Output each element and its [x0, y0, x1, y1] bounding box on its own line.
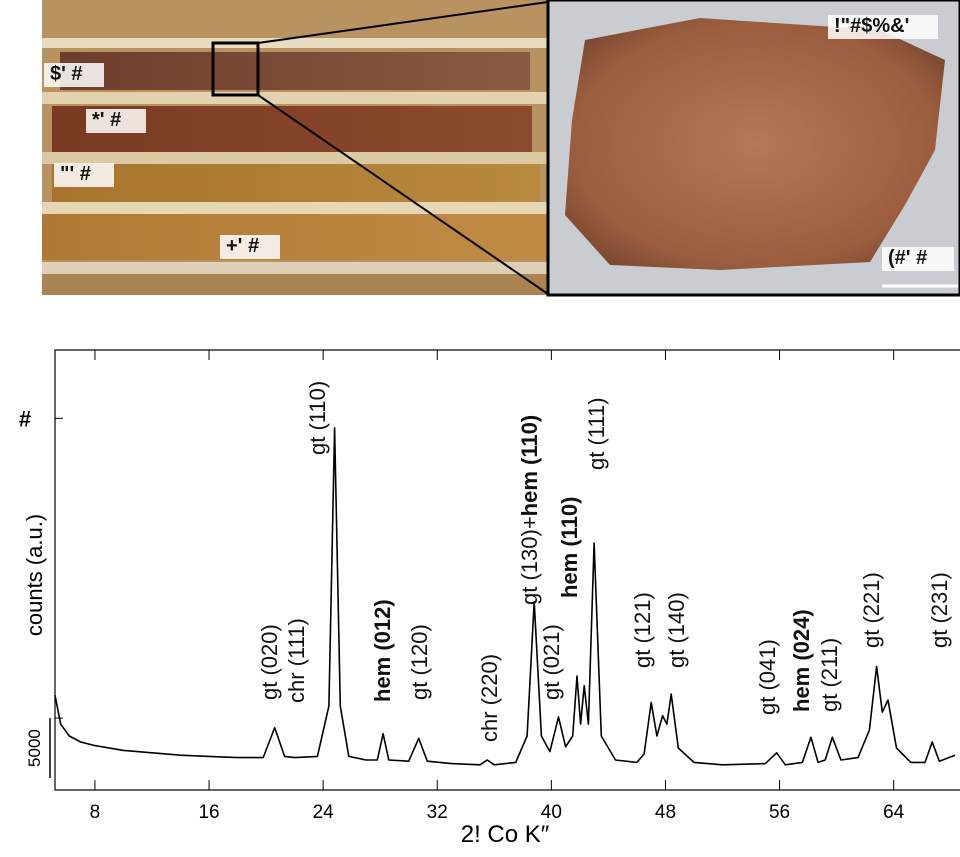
- peak-label-part: hem (110): [557, 497, 582, 599]
- xrd-line: [54, 427, 956, 766]
- peak-label: gt (140): [664, 592, 689, 668]
- peak-label: gt (121): [630, 592, 655, 668]
- peak-label-part: gt (111): [584, 397, 609, 470]
- x-tick-label: 16: [198, 802, 219, 823]
- peak-label-part: gt (231): [927, 572, 952, 648]
- peak-label: gt (211): [817, 638, 842, 712]
- peak-label-part: gt (110): [305, 381, 330, 455]
- peak-label-part: hem (024): [789, 609, 814, 712]
- label-box: [86, 109, 146, 133]
- x-tick-label: 8: [90, 802, 101, 823]
- photo-label: +' #: [226, 235, 259, 257]
- x-axis-label: 2! Co K″: [461, 821, 550, 848]
- peak-label: chr (220): [477, 654, 502, 742]
- peak-label: gt (130)+hem (110): [517, 415, 542, 605]
- peak-label-part: gt (121): [630, 592, 655, 668]
- x-tick-label: 24: [313, 802, 335, 823]
- peak-label-part: gt (120): [407, 624, 432, 700]
- plot-frame: [54, 349, 960, 791]
- peak-label: gt (020): [257, 624, 282, 700]
- peak-label-part: gt (021): [539, 624, 564, 700]
- peak-label: gt (111): [584, 397, 609, 470]
- peak-label: hem (012): [370, 599, 395, 702]
- photo-label: !"#$%&': [834, 15, 909, 37]
- peak-label-part: gt (221): [859, 572, 884, 648]
- peak-label-part: gt (130)+: [517, 516, 542, 605]
- peak-label-part: hem (012): [370, 599, 395, 702]
- zoom-line: [257, 1, 549, 44]
- peak-label: hem (110): [557, 497, 582, 599]
- x-tick-label: 56: [769, 802, 790, 823]
- peak-label: gt (221): [859, 572, 884, 648]
- x-tick-label: 64: [883, 802, 905, 823]
- label-box: [54, 163, 114, 187]
- label-box: [882, 247, 954, 271]
- sample-photo: [546, 0, 960, 297]
- peak-label: gt (120): [407, 624, 432, 700]
- peak-label-part: gt (020): [257, 624, 282, 700]
- label-box: [828, 15, 938, 39]
- photo-label: "' #: [60, 163, 91, 185]
- y-tick-label: #: [19, 406, 31, 431]
- peak-label-part: chr (220): [477, 654, 502, 742]
- peak-label-part: gt (041): [755, 639, 780, 715]
- peak-label: chr (111): [284, 618, 309, 703]
- label-box: [220, 235, 280, 259]
- x-tick-label: 40: [541, 802, 562, 823]
- peak-label-part: chr (111): [284, 618, 309, 703]
- label-box: [44, 63, 104, 87]
- peak-label: hem (024): [789, 609, 814, 712]
- core-photo: [42, 0, 548, 295]
- peak-label-part: hem (110): [517, 415, 542, 517]
- zoom-line: [257, 94, 549, 295]
- peak-label: gt (110): [305, 381, 330, 455]
- photo-label: (#' #: [888, 247, 927, 269]
- peak-label: gt (231): [927, 572, 952, 648]
- peak-label-part: gt (140): [664, 592, 689, 668]
- peak-label: gt (041): [755, 639, 780, 715]
- photo-label: $' #: [50, 63, 83, 85]
- x-tick-label: 32: [427, 802, 448, 823]
- x-tick-label: 48: [655, 802, 676, 823]
- xrd-chart: 8 16 24 32 40 48 56 64 5000 #2! Co K″ counts (a.u.…: [19, 349, 960, 848]
- peak-label: gt (021): [539, 624, 564, 700]
- y-tick-label: 5000: [25, 729, 44, 767]
- peak-label-part: gt (211): [817, 638, 842, 712]
- y-axis-label: counts (a.u.): [22, 514, 47, 636]
- photo-label: *' #: [92, 109, 121, 131]
